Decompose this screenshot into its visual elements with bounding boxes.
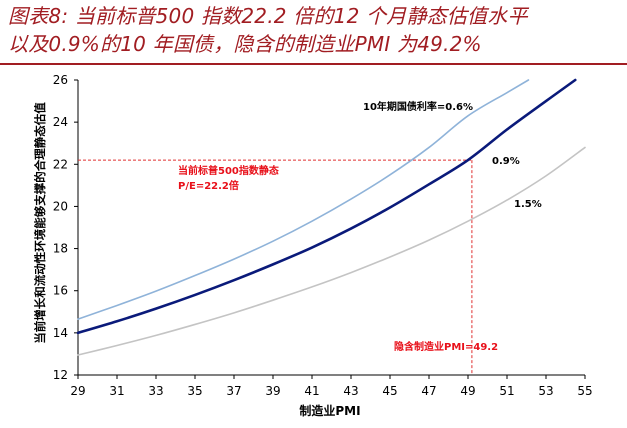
series-line-0-6pct xyxy=(77,79,530,320)
x-tick-label: 53 xyxy=(538,384,553,398)
x-tick-label: 29 xyxy=(70,384,85,398)
y-tick-label: 16 xyxy=(53,284,68,298)
series-label-0-6pct: 10年期国债利率=0.6% xyxy=(363,100,473,113)
y-tick-label: 26 xyxy=(53,73,68,87)
y-tick-label: 14 xyxy=(53,326,68,340)
pe-annotation-line-1: 当前标普500指数静态 xyxy=(178,164,279,177)
title-divider xyxy=(0,63,627,65)
x-tick-label: 41 xyxy=(304,384,319,398)
y-tick-label: 12 xyxy=(53,368,68,382)
y-tick-label: 20 xyxy=(53,199,68,213)
x-tick-label: 37 xyxy=(226,384,241,398)
x-tick-label: 45 xyxy=(382,384,397,398)
y-tick-label: 22 xyxy=(53,157,68,171)
x-tick-label: 49 xyxy=(460,384,475,398)
pmi-valuation-chart: 29 31 33 35 37 39 41 43 45 47 49 51 53 55 12 14 16 18 20 2… xyxy=(33,73,593,418)
x-tick-label: 51 xyxy=(499,384,514,398)
x-tick-label: 35 xyxy=(187,384,202,398)
x-tick-label: 47 xyxy=(421,384,436,398)
series-label-0-9pct: 0.9% xyxy=(492,156,520,167)
annotations: 10年期国债利率=0.6% 0.9% 1.5% 当前标普500指数静态 P/E=22.2… xyxy=(178,100,542,353)
series-line-1-5pct xyxy=(77,146,586,356)
x-tick-label: 55 xyxy=(577,384,592,398)
chart-title-line-1: 图表8: 当前标普500 指数22.2 倍的12 个月静态估值水平 xyxy=(8,4,528,28)
series-lines xyxy=(76,78,586,356)
reference-lines xyxy=(78,159,473,375)
y-tick-labels: 12 14 16 18 20 22 24 26 xyxy=(53,73,78,382)
x-axis-label: 制造业PMI xyxy=(299,403,360,418)
y-tick-label: 24 xyxy=(53,115,68,129)
y-tick-label: 18 xyxy=(53,242,68,256)
series-line-0-9pct xyxy=(76,78,577,335)
y-axis-label: 当前增长和流动性环境能够支撑的合理静态估值 xyxy=(33,102,47,344)
pe-annotation-line-2: P/E=22.2倍 xyxy=(178,179,239,192)
pmi-annotation: 隐含制造业PMI=49.2 xyxy=(394,340,498,353)
x-tick-label: 43 xyxy=(343,384,358,398)
axes xyxy=(77,80,585,376)
x-tick-label: 33 xyxy=(148,384,163,398)
series-label-1-5pct: 1.5% xyxy=(514,199,542,210)
x-tick-label: 39 xyxy=(265,384,280,398)
x-tick-labels: 29 31 33 35 37 39 41 43 45 47 49 51 53 55 xyxy=(70,375,593,398)
chart-title-line-2: 以及0.9%的10 年国债，隐含的制造业PMI 为49.2% xyxy=(8,32,482,56)
x-tick-label: 31 xyxy=(109,384,124,398)
